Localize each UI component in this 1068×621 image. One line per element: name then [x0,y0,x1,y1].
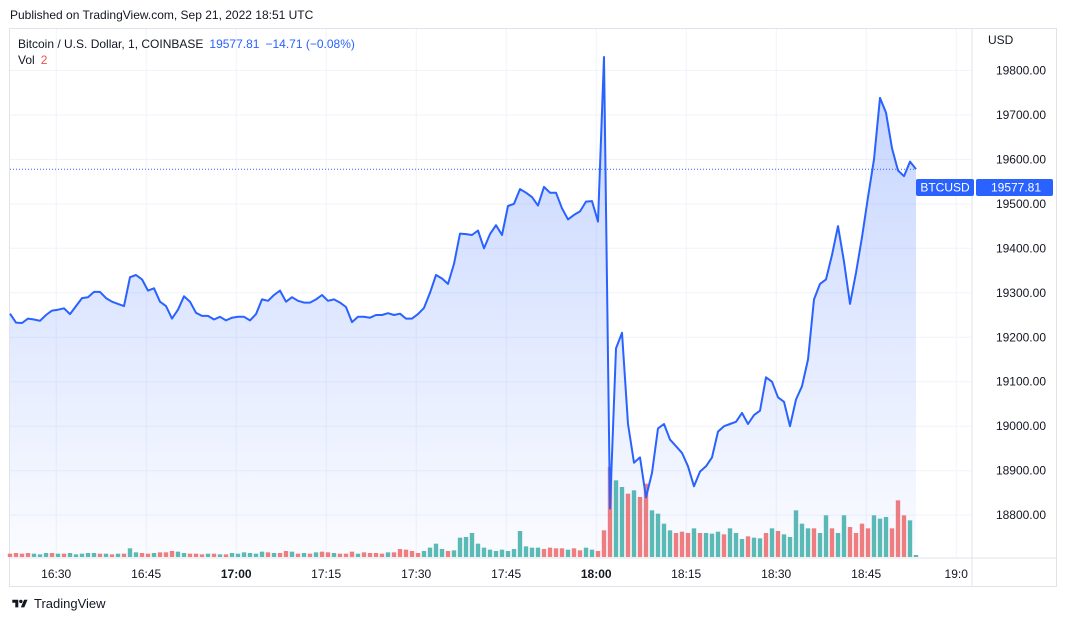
tradingview-logo-icon [12,599,28,607]
y-tick-label: 19000.00 [996,419,1046,433]
x-tick-label: 16:45 [131,567,161,581]
y-tick-label: 19500.00 [996,197,1046,211]
y-tick-label: 19300.00 [996,286,1046,300]
ticker-tag-label: BTCUSD [920,181,970,195]
chart-frame [9,28,1057,587]
y-tick-label: 18900.00 [996,464,1046,478]
y-tick-label: 19100.00 [996,375,1046,389]
y-tick-label: 19200.00 [996,330,1046,344]
x-tick-label: 17:45 [491,567,521,581]
y-tick-label: 19800.00 [996,63,1046,77]
x-tick-label: 17:15 [311,567,341,581]
x-tick-label: 16:30 [41,567,71,581]
y-tick-label: 18800.00 [996,508,1046,522]
volume-label[interactable]: Vol [18,53,35,67]
volume-value: 2 [40,53,48,67]
x-tick-label: 18:45 [851,567,881,581]
price-axis[interactable]: 18800.00 18900.00 19000.00 19100.00 19200.00… [996,63,1046,522]
currency-label[interactable]: USD [988,33,1014,47]
volume-legend: Vol 2 [18,52,47,68]
price-tag: BTCUSD 19577.81 [916,179,1053,196]
price-line [9,56,917,510]
price-change: −14.71 (−0.08%) [265,37,355,51]
price-area [10,57,916,557]
x-tick-label: 17:00 [221,567,252,581]
price-tag-value: 19577.81 [991,181,1041,195]
time-axis[interactable]: 16:30 16:45 17:00 17:15 17:30 17:45 18:00 18:15… [41,567,968,581]
y-tick-label: 19700.00 [996,108,1046,122]
price-tag-bg [976,179,1053,196]
x-tick-label: 17:30 [401,567,431,581]
symbol-name[interactable]: Bitcoin / U.S. Dollar, 1, COINBASE [18,37,204,51]
x-tick-label: 18:30 [761,567,791,581]
x-tick-label: 18:00 [581,567,612,581]
ticker-tag-bg [916,179,974,196]
footer-brand[interactable]: TradingView [10,596,106,611]
symbol-legend: Bitcoin / U.S. Dollar, 1, COINBASE 19577.… [18,36,355,52]
x-tick-label: 18:15 [671,567,701,581]
footer-brand-name: TradingView [34,596,106,611]
published-text: Published on TradingView.com, Sep 21, 20… [10,8,314,22]
last-price: 19577.81 [209,37,260,51]
y-tick-label: 19600.00 [996,152,1046,166]
x-tick-label: 19:0 [945,567,969,581]
y-tick-label: 19400.00 [996,241,1046,255]
